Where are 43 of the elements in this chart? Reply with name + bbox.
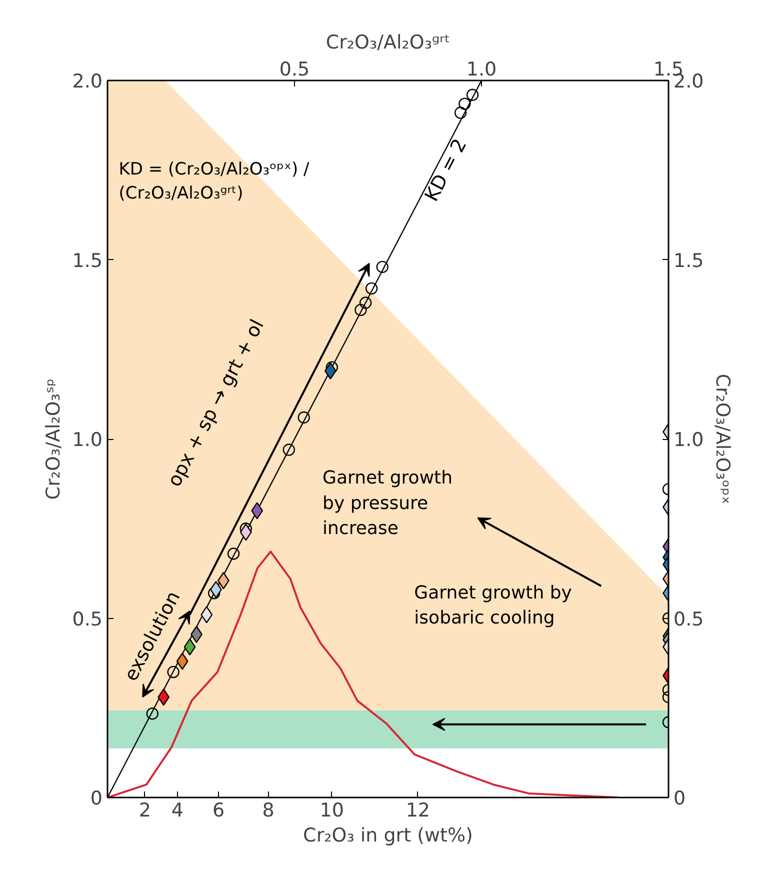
x-tick-label: 0.5: [279, 58, 310, 80]
x-tick-label: 1.0: [466, 58, 497, 80]
point: [376, 260, 388, 274]
annotation: opx + sp → grt + ol: [163, 316, 268, 490]
point: [200, 606, 213, 624]
text: 4: [171, 800, 184, 822]
point: [354, 304, 367, 316]
point: [227, 548, 240, 560]
y2-tick-label: 0: [674, 788, 686, 810]
point: [240, 524, 252, 541]
text: 12: [406, 800, 430, 822]
point: [324, 362, 336, 380]
y-tick-label: 1.0: [72, 429, 102, 451]
annotation: KD = (Cr₂O₃/Al₂O₃ᵒᵖˣ) / (Cr₂O₃/Al₂O₃ᵍʳᵗ): [118, 159, 310, 204]
annotation: Garnet growth by isobaric cooling: [414, 582, 572, 629]
point: [359, 296, 372, 309]
point: [158, 688, 170, 706]
point: [208, 587, 220, 600]
point: [282, 444, 295, 456]
line-series: [108, 550, 620, 798]
point: [365, 282, 378, 295]
point: [298, 411, 310, 424]
y-tick-label: 0: [90, 788, 103, 810]
annotation: Garnet growth by pressure increase: [322, 468, 453, 540]
x-axis-title: Cr₂O₃/Al₂O₃ᵍʳᵗ: [326, 32, 450, 54]
x2-axis-title: Cr₂O₃ in grt (wt%): [303, 824, 473, 846]
y2-tick-label: 0.5: [674, 608, 704, 630]
y-tick-label: 0.5: [72, 608, 102, 630]
text: 6: [212, 800, 225, 822]
text: 10: [320, 800, 344, 822]
y2-axis-title: Cr₂O₃/Al₂O₃ᵒᵖˣ: [712, 374, 734, 504]
y2-tick-label: 1.5: [674, 250, 704, 272]
y-axis-title: Cr₂O₃/Al₂O₃ˢᵖ: [42, 378, 64, 500]
point: [326, 361, 338, 374]
y-tick-label: 1.5: [72, 250, 102, 272]
annotation: KD = 2: [420, 135, 472, 205]
point: [251, 502, 264, 520]
y-tick-label: 2.0: [72, 70, 102, 92]
y2-tick-label: 1.0: [674, 429, 704, 451]
point: [454, 106, 467, 119]
text: 8: [262, 800, 274, 822]
point: [146, 708, 158, 720]
text: 2: [138, 800, 151, 822]
